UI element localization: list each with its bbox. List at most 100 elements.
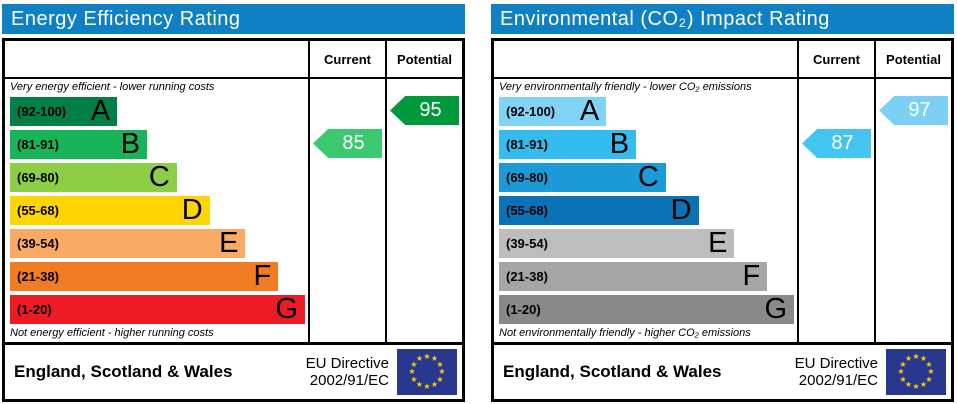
eu-flag-star: ★ xyxy=(410,359,418,369)
eu-flag-star: ★ xyxy=(415,379,424,389)
environmental-panel-title: Environmental (CO₂) Impact Rating xyxy=(500,7,830,30)
potential-rating-value: 97 xyxy=(908,99,931,121)
eu-flag-star: ★ xyxy=(410,374,418,384)
eu-flag-star: ★ xyxy=(423,382,431,391)
band-bar-f: (21-38) F xyxy=(499,260,768,292)
band-bar-c: (69-80) C xyxy=(10,163,177,192)
band-row-d: (55-68) D xyxy=(10,194,308,227)
top-note: Very environmentally friendly - lower CO… xyxy=(499,81,752,93)
band-range-label: (1-20) xyxy=(506,302,541,317)
current-rating-column: 85 xyxy=(308,79,385,342)
empty-header-cell xyxy=(494,41,797,77)
band-letter: G xyxy=(764,293,788,325)
eu-flag-star: ★ xyxy=(408,367,416,376)
eu-flag-star: ★ xyxy=(919,354,928,363)
band-range-label: (55-68) xyxy=(17,203,59,218)
eu-flag-star: ★ xyxy=(904,354,913,363)
band-row-b: (81-91) B xyxy=(499,128,797,161)
band-letter: C xyxy=(148,161,170,193)
band-bar-d: (55-68) D xyxy=(499,196,699,225)
table-header-row: Current Potential xyxy=(494,41,951,79)
potential-rating-arrow: 95 xyxy=(390,96,459,125)
region-label: England, Scotland & Wales xyxy=(14,362,233,381)
bottom-note: Not environmentally friendly - higher CO… xyxy=(499,327,751,339)
band-letter: D xyxy=(670,194,692,226)
eu-directive-line2: 2002/91/EC xyxy=(309,372,389,389)
band-letter: A xyxy=(579,95,600,127)
band-row-c: (69-80) C xyxy=(499,161,797,194)
eu-flag-star: ★ xyxy=(423,352,431,361)
band-letter: G xyxy=(275,293,299,325)
eu-directive-line1: EU Directive xyxy=(305,354,389,372)
potential-column-header: Potential xyxy=(385,41,462,77)
band-letter: E xyxy=(219,227,239,259)
band-row-c: (69-80) C xyxy=(10,161,308,194)
top-note: Very energy efficient - lower running co… xyxy=(10,81,215,93)
eu-flag-icon: ★ ★ ★ ★ ★ ★ ★ ★ ★ ★ ★ ★ xyxy=(886,349,946,395)
band-bar-d: (55-68) D xyxy=(10,196,210,225)
eu-directive-line1: EU Directive xyxy=(794,354,878,372)
band-bar-c: (69-80) C xyxy=(499,163,666,192)
band-range-label: (81-91) xyxy=(17,137,59,152)
eu-flag-star: ★ xyxy=(436,359,444,369)
band-bar-g: (1-20) G xyxy=(499,293,795,325)
empty-header-cell xyxy=(5,41,308,77)
band-letter: B xyxy=(609,128,630,160)
potential-column-header: Potential xyxy=(874,41,951,77)
eu-flag-star: ★ xyxy=(430,354,439,363)
band-row-a: (92-100) A xyxy=(499,95,797,128)
band-row-d: (55-68) D xyxy=(499,194,797,227)
band-bar-b: (81-91) B xyxy=(499,128,637,160)
band-bar-a: (92-100) A xyxy=(10,95,118,127)
eu-flag-star: ★ xyxy=(904,379,913,389)
band-letter: E xyxy=(708,227,728,259)
band-range-label: (39-54) xyxy=(17,236,59,251)
table-body-row: Very energy efficient - lower running co… xyxy=(5,79,462,342)
environmental-panel-title-bar: Environmental (CO₂) Impact Rating xyxy=(491,4,954,34)
band-letter: C xyxy=(637,161,659,193)
band-letter: A xyxy=(90,95,111,127)
eu-flag-star: ★ xyxy=(899,374,907,384)
band-bar-b: (81-91) B xyxy=(10,130,148,159)
bottom-note: Not energy efficient - higher running co… xyxy=(10,327,214,339)
current-rating-arrow: 85 xyxy=(313,129,382,158)
current-column-header: Current xyxy=(797,41,874,77)
band-range-label: (69-80) xyxy=(17,170,59,185)
rating-bands: (92-100) A (81-91) B (69-80) C (55-68) D (39-54)… xyxy=(499,95,797,326)
current-rating-value: 87 xyxy=(831,132,854,154)
energy-panel-title-bar: Energy Efficiency Rating xyxy=(2,4,465,34)
band-row-e: (39-54) E xyxy=(10,227,308,260)
band-bar-g: (1-20) G xyxy=(10,293,306,325)
potential-rating-arrow: 97 xyxy=(879,96,948,125)
table-body-row: Very environmentally friendly - lower CO… xyxy=(494,79,951,342)
band-range-label: (55-68) xyxy=(506,203,548,218)
band-range-label: (21-38) xyxy=(506,269,548,284)
band-bar-f: (21-38) F xyxy=(10,262,279,291)
band-bar-a: (92-100) A xyxy=(499,95,607,127)
band-row-e: (39-54) E xyxy=(499,227,797,260)
current-rating-value: 85 xyxy=(342,132,365,154)
eu-directive-line2: 2002/91/EC xyxy=(798,372,878,389)
potential-rating-value: 95 xyxy=(419,99,442,121)
band-row-a: (92-100) A xyxy=(10,95,308,128)
energy-panel-title: Energy Efficiency Rating xyxy=(11,7,241,30)
eu-flag-star: ★ xyxy=(912,352,920,361)
band-range-label: (81-91) xyxy=(506,137,548,152)
eu-flag-star: ★ xyxy=(430,379,439,389)
eu-directive-label: EU Directive 2002/91/EC xyxy=(795,355,878,390)
energy-efficiency-panel: Energy Efficiency Rating Current Potenti… xyxy=(2,4,465,402)
energy-panel-footer: England, Scotland & Wales EU Directive 2… xyxy=(2,342,465,402)
band-letter: D xyxy=(181,194,203,226)
current-rating-column: 87 xyxy=(797,79,874,342)
band-row-f: (21-38) F xyxy=(499,260,797,293)
eu-flag-star: ★ xyxy=(925,359,933,369)
band-letter: F xyxy=(742,260,761,292)
band-range-label: (92-100) xyxy=(506,104,556,119)
eu-flag-star: ★ xyxy=(436,374,444,384)
band-bar-e: (39-54) E xyxy=(10,227,246,259)
potential-rating-column: 97 xyxy=(874,79,951,342)
energy-rating-table: Current Potential Very energy efficient … xyxy=(2,38,465,345)
band-row-b: (81-91) B xyxy=(10,128,308,161)
table-header-row: Current Potential xyxy=(5,41,462,79)
